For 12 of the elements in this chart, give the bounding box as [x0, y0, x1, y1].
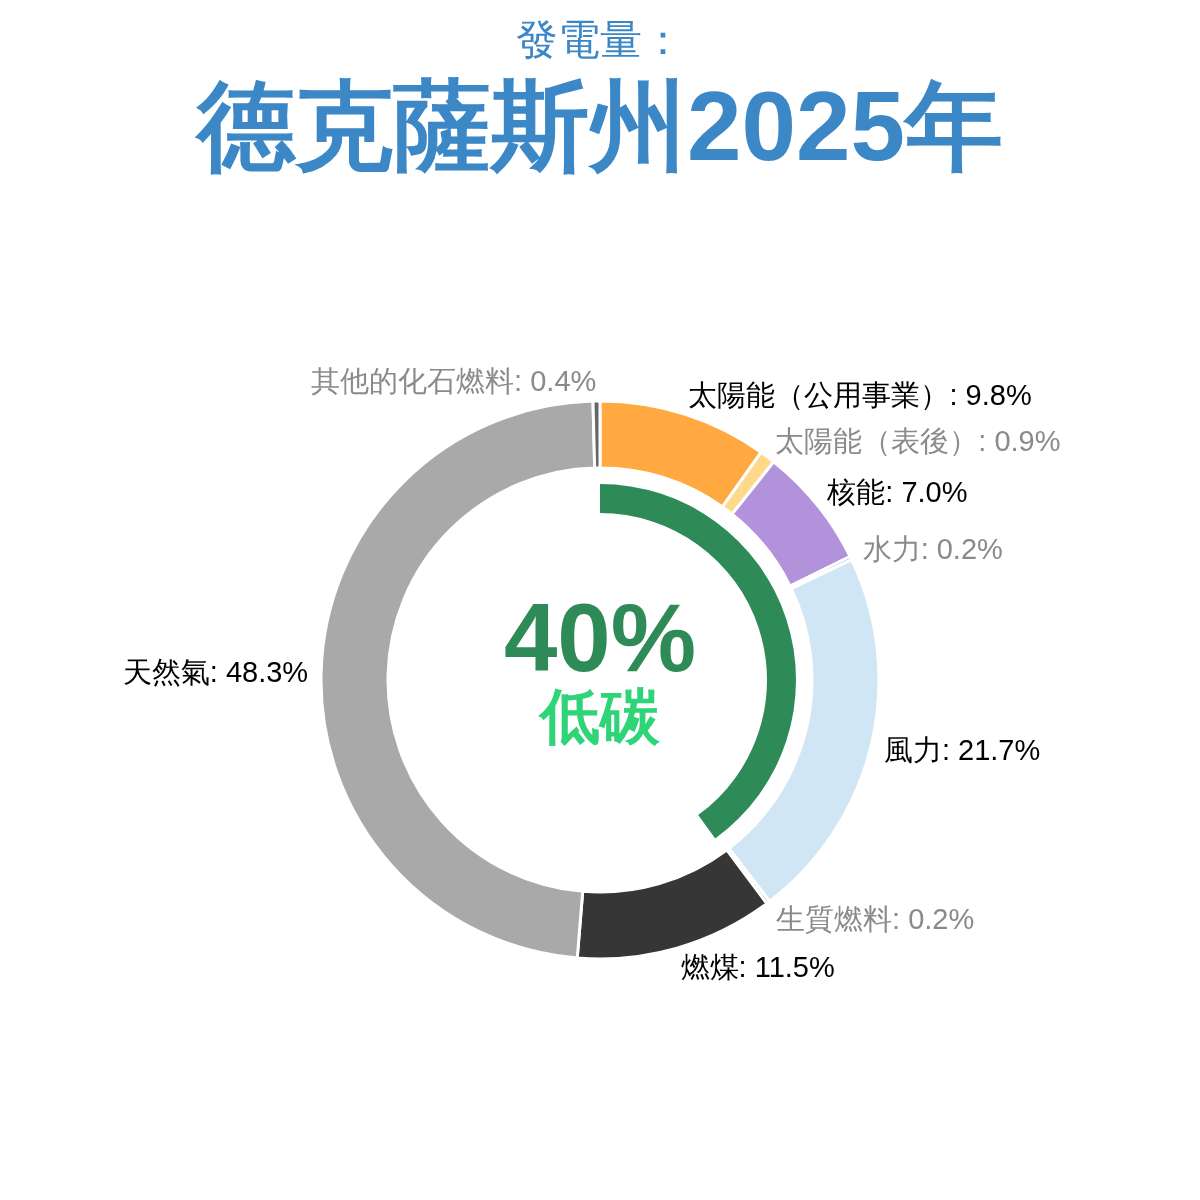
slice-label: 生質燃料: 0.2% — [776, 902, 975, 935]
slice-label: 水力: 0.2% — [862, 533, 1003, 566]
slice-label: 風力: 21.7% — [883, 733, 1041, 766]
slice-label: 燃煤: 11.5% — [680, 951, 835, 984]
slice-label: 其他的化石燃料: 0.4% — [311, 365, 597, 398]
slice-label: 天然氣: 48.3% — [122, 655, 309, 688]
slice-label: 低碳 — [538, 683, 661, 750]
chart-subtitle: 發電量： — [516, 16, 684, 63]
chart-title: 德克薩斯州2025年 — [193, 71, 1004, 181]
slice-label: 太陽能（表後）: 0.9% — [775, 424, 1061, 457]
slice-label: 太陽能（公用事業）: 9.8% — [688, 379, 1032, 412]
slice-label: 核能: 7.0% — [826, 476, 968, 509]
